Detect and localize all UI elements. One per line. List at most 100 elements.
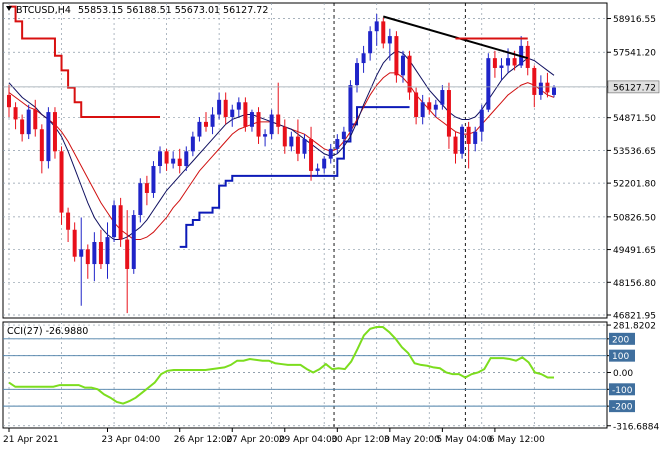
- cci-line: [8, 326, 554, 405]
- candle: [66, 207, 71, 243]
- candle: [433, 99, 438, 117]
- time-tick-label: 21 Apr 2021: [3, 435, 59, 445]
- candle: [72, 222, 77, 262]
- cci-tick-label: -100: [612, 386, 633, 396]
- symbol-label: BTCUSD,H4: [16, 5, 71, 16]
- candle: [52, 107, 57, 159]
- candle-body: [203, 121, 208, 127]
- candle-body: [79, 249, 84, 257]
- upper-band-line: [9, 5, 161, 118]
- candle-body: [269, 114, 274, 135]
- candle: [302, 134, 307, 159]
- candle-body: [420, 102, 425, 117]
- cci-level-tag: [609, 332, 635, 345]
- candle: [282, 119, 287, 154]
- candle: [427, 97, 432, 115]
- candle-body: [506, 58, 511, 66]
- candle: [223, 92, 228, 125]
- lower-band-line: [179, 106, 410, 248]
- candle-body: [177, 158, 182, 167]
- candle: [394, 31, 399, 83]
- candle-body: [66, 212, 71, 230]
- candle: [387, 28, 392, 61]
- candle-body: [158, 151, 163, 167]
- candle-body: [112, 205, 117, 238]
- candle-body: [144, 183, 149, 193]
- candle: [118, 197, 123, 247]
- candle: [361, 45, 366, 73]
- candle: [473, 126, 478, 152]
- candle-body: [355, 63, 360, 86]
- time-tick-label: 27 Apr 20:00: [226, 435, 285, 445]
- candle-body: [249, 112, 254, 127]
- candle: [407, 50, 412, 100]
- price-tick-label: 52201.80: [613, 180, 656, 190]
- candle-body: [138, 183, 143, 216]
- candle-body: [118, 205, 123, 240]
- candle-body: [446, 90, 451, 137]
- candle: [151, 161, 156, 198]
- cci-tick-label: -200: [612, 403, 633, 413]
- candle: [420, 94, 425, 125]
- candle: [125, 210, 130, 314]
- candle-body: [105, 237, 110, 265]
- price-tick-label: 49491.65: [613, 246, 656, 256]
- candle: [92, 232, 97, 282]
- cci-tick-label: -316.6884: [613, 422, 659, 432]
- candle: [46, 107, 51, 169]
- candle-body: [322, 158, 327, 169]
- candle: [164, 148, 169, 171]
- candle-body: [184, 151, 189, 167]
- cci-tick-label: 0.00: [613, 369, 633, 379]
- candle-body: [394, 36, 399, 76]
- candle-body: [368, 31, 373, 54]
- cci-axis: 281.8202 200 100 0.00 -100 -200 -316.6884: [607, 322, 659, 432]
- candle: [144, 175, 149, 206]
- candle: [158, 146, 163, 174]
- cci-level-tag: [609, 400, 635, 413]
- candle-body: [33, 109, 38, 130]
- candle-body: [473, 131, 478, 144]
- cci-levels: [3, 338, 607, 407]
- cci-level-tag: [609, 383, 635, 396]
- candle: [20, 114, 25, 142]
- time-tick-label: 23 Apr 04:00: [101, 435, 160, 445]
- candle: [453, 131, 458, 164]
- candle: [85, 244, 90, 279]
- candle-body: [492, 58, 497, 68]
- cci-tick-label: 200: [612, 335, 629, 345]
- candle: [538, 75, 543, 100]
- candle: [79, 217, 84, 306]
- candle-body: [302, 139, 307, 154]
- price-tick-label: 54871.50: [613, 114, 656, 124]
- session-separators: [333, 3, 466, 318]
- candle-body: [72, 229, 77, 257]
- price-tick-label: 57541.20: [613, 49, 656, 59]
- candle-body: [190, 136, 195, 152]
- candle: [486, 53, 491, 113]
- cci-panel: CCI(27) -26.9880: [2, 321, 608, 429]
- price-panel: [2, 2, 608, 319]
- candle-body: [131, 215, 136, 269]
- candle-body: [479, 109, 484, 132]
- candle-body: [315, 168, 320, 171]
- candle-body: [453, 136, 458, 154]
- price-tick-label: 46821.95: [613, 312, 656, 322]
- candle: [59, 146, 64, 225]
- candle: [197, 116, 202, 142]
- candle: [98, 229, 103, 269]
- candle-body: [263, 134, 268, 137]
- candle-body: [217, 99, 222, 115]
- candle-body: [532, 67, 537, 95]
- trend-lines: [3, 15, 607, 88]
- collapse-arrow-icon[interactable]: [6, 6, 12, 11]
- candle: [112, 200, 117, 243]
- candle: [289, 131, 294, 152]
- candle-body: [486, 58, 491, 110]
- candle-body: [407, 55, 412, 93]
- candle-body: [309, 139, 314, 171]
- trend-line[interactable]: [382, 15, 529, 60]
- candle: [13, 102, 18, 130]
- candle-body: [85, 249, 90, 265]
